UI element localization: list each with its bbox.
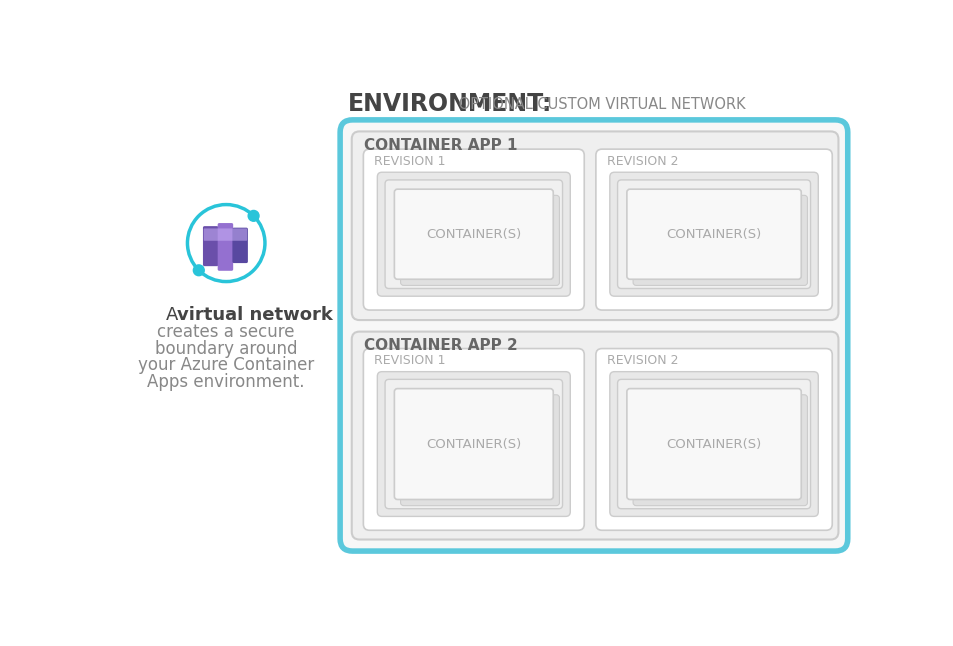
Text: OPTIONAL CUSTOM VIRTUAL NETWORK: OPTIONAL CUSTOM VIRTUAL NETWORK — [454, 97, 745, 112]
FancyBboxPatch shape — [377, 172, 570, 297]
FancyBboxPatch shape — [377, 371, 570, 516]
FancyBboxPatch shape — [204, 229, 247, 241]
Text: CONTAINER(S): CONTAINER(S) — [666, 437, 760, 450]
FancyBboxPatch shape — [400, 395, 558, 506]
FancyBboxPatch shape — [340, 120, 847, 551]
Text: REVISION 1: REVISION 1 — [374, 355, 445, 368]
FancyBboxPatch shape — [394, 189, 553, 279]
FancyBboxPatch shape — [233, 227, 248, 263]
Text: ENVIRONMENT:: ENVIRONMENT: — [348, 92, 552, 116]
Text: virtual network: virtual network — [177, 306, 333, 324]
FancyBboxPatch shape — [617, 379, 810, 508]
FancyBboxPatch shape — [609, 371, 818, 516]
Text: REVISION 1: REVISION 1 — [374, 155, 445, 168]
Text: boundary around: boundary around — [154, 340, 297, 357]
FancyBboxPatch shape — [617, 180, 810, 289]
Text: CONTAINER(S): CONTAINER(S) — [426, 437, 521, 450]
FancyBboxPatch shape — [400, 195, 558, 286]
Text: CONTAINER(S): CONTAINER(S) — [666, 227, 760, 241]
Text: A: A — [166, 306, 184, 324]
FancyBboxPatch shape — [596, 349, 831, 530]
FancyBboxPatch shape — [352, 331, 838, 539]
FancyBboxPatch shape — [363, 149, 583, 310]
FancyBboxPatch shape — [363, 349, 583, 530]
FancyBboxPatch shape — [394, 389, 553, 499]
Text: REVISION 2: REVISION 2 — [606, 355, 678, 368]
FancyBboxPatch shape — [609, 172, 818, 297]
FancyBboxPatch shape — [626, 389, 801, 499]
FancyBboxPatch shape — [203, 226, 218, 266]
FancyBboxPatch shape — [626, 189, 801, 279]
FancyBboxPatch shape — [352, 131, 838, 320]
Text: CONTAINER(S): CONTAINER(S) — [426, 227, 521, 241]
Text: CONTAINER APP 2: CONTAINER APP 2 — [364, 338, 517, 353]
Text: your Azure Container: your Azure Container — [138, 357, 314, 375]
Text: Apps environment.: Apps environment. — [148, 373, 305, 391]
Text: REVISION 2: REVISION 2 — [606, 155, 678, 168]
Text: creates a secure: creates a secure — [157, 322, 294, 340]
FancyBboxPatch shape — [596, 149, 831, 310]
Circle shape — [193, 265, 204, 276]
FancyBboxPatch shape — [633, 395, 806, 506]
FancyBboxPatch shape — [633, 195, 806, 286]
FancyBboxPatch shape — [385, 379, 562, 508]
FancyBboxPatch shape — [385, 180, 562, 289]
Text: CONTAINER APP 1: CONTAINER APP 1 — [364, 138, 517, 153]
FancyBboxPatch shape — [217, 223, 233, 271]
Circle shape — [248, 211, 259, 221]
